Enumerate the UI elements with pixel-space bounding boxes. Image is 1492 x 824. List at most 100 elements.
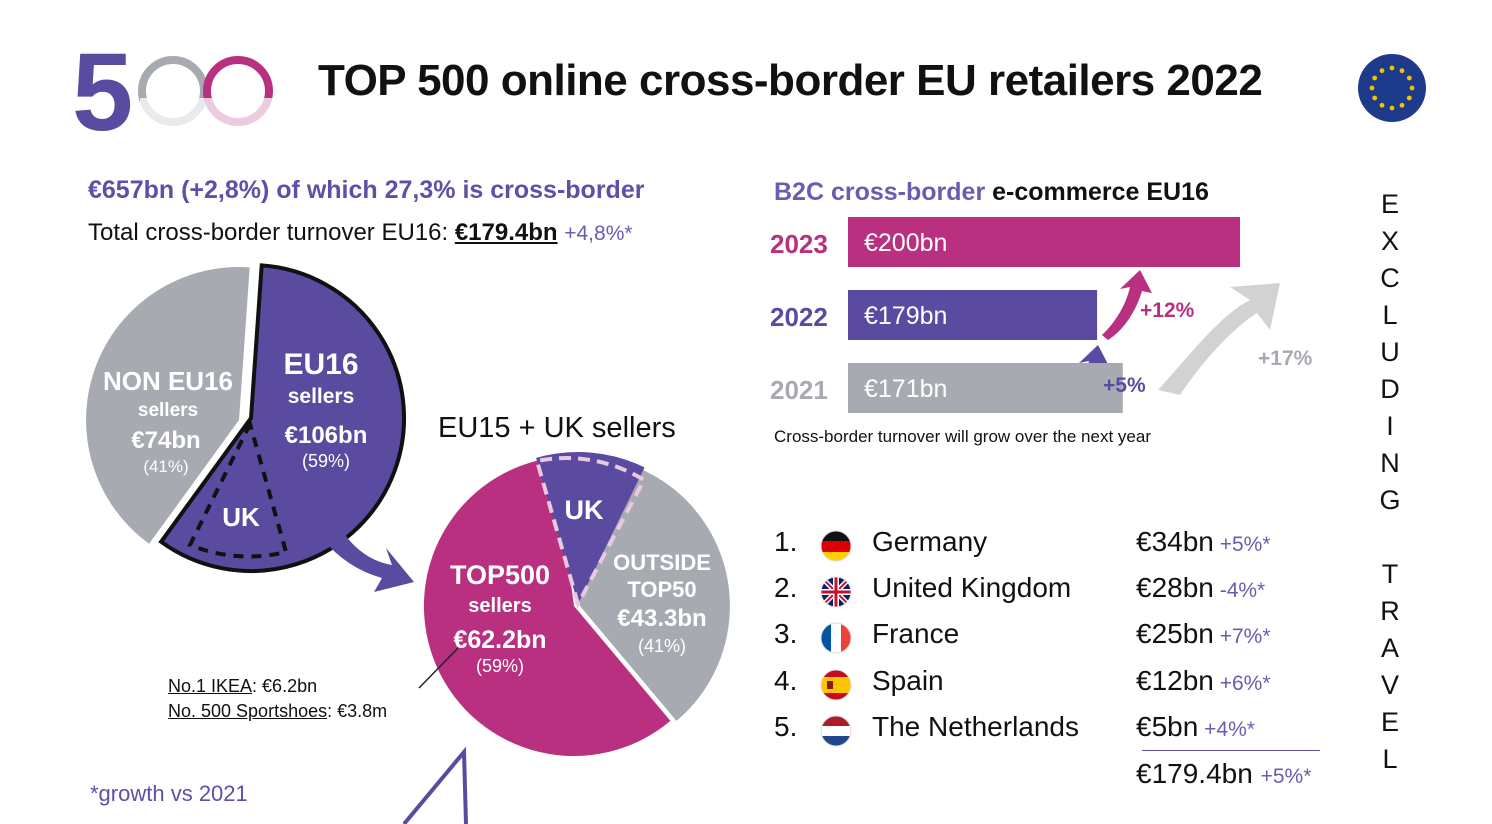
- ranking-number: 4.: [774, 665, 798, 696]
- ranking-country: France: [872, 618, 960, 649]
- spain-flag-icon: [820, 669, 852, 701]
- france-flag-icon: [820, 622, 852, 654]
- growth-footnote: *growth vs 2021: [90, 781, 248, 806]
- ranking-row: 1. Germany €34bn +5%*: [774, 526, 1354, 566]
- pie2-uk-dashed-region: [534, 456, 647, 610]
- ranking-number: 2.: [774, 572, 798, 603]
- vertical-letter: T: [1381, 559, 1399, 589]
- ikea-pointer-line: [418, 647, 459, 689]
- eu-flag-star: [1372, 95, 1378, 101]
- ranking-number: 5.: [774, 711, 798, 742]
- pie2-slice-1-pct: (41%): [638, 636, 686, 656]
- ranking-value: €5bn +4%*: [1136, 711, 1255, 743]
- ranking-row: 3. France €25bn +7%*: [774, 618, 1354, 658]
- pie2-uk-wedge: [536, 452, 645, 604]
- pie1-slice-0-pct: (41%): [143, 457, 188, 476]
- pie2-slice-0-value: €62.2bn: [453, 626, 546, 654]
- eu-flag-icon: [1358, 54, 1426, 122]
- vertical-letter: V: [1380, 670, 1399, 700]
- growth-arrow-12: [1102, 270, 1152, 340]
- growth-label-12: +12%: [1140, 299, 1195, 322]
- eu-flag-star: [1379, 102, 1385, 108]
- pie1-slice-0-label: NON EU16: [103, 366, 233, 396]
- sportshoes-value: : €3.8m: [327, 701, 388, 721]
- sellers-pie-chart: UK NON EU16 sellers €74bn (41%) EU16 sel…: [86, 263, 414, 592]
- ranking-row: 2. United Kingdom €28bn -4%*: [774, 572, 1354, 612]
- ranking-value-growth: +7%*: [1213, 625, 1271, 648]
- ranking-country: The Netherlands: [872, 711, 1080, 742]
- ranking-total-divider: [1142, 750, 1320, 751]
- pie2-slice-top500: [423, 457, 671, 757]
- pie1-slice-eu16: [158, 263, 407, 573]
- pie1-slice-1-value: €106bn: [285, 422, 368, 449]
- top500-logo: 5: [72, 36, 280, 136]
- b2c-year-label: 2023: [770, 229, 828, 259]
- pie2-slice-1-label: OUTSIDE: [613, 550, 711, 575]
- pie1-slice-0-value: €74bn: [131, 427, 200, 454]
- total-turnover-prefix: Total cross-border turnover EU16:: [88, 219, 455, 246]
- pie1-slice-1-label: EU16: [283, 348, 358, 381]
- eu-flag-star: [1379, 68, 1385, 74]
- vertical-letter: X: [1380, 226, 1399, 256]
- b2c-chart-title: B2C cross-border e-commerce EU16: [774, 178, 1209, 207]
- pie-connector-arrow: [322, 525, 414, 592]
- b2c-bar-value-label: €179bn: [864, 302, 947, 330]
- eu-flag-star: [1389, 65, 1395, 71]
- eu15-uk-pie-chart: UK TOP500 sellers €62.2bn (59%) OUTSIDE …: [402, 452, 730, 824]
- ranking-value-amount: €28bn: [1136, 572, 1214, 603]
- b2c-title-part1: B2C cross-border: [774, 178, 986, 206]
- ranking-value: €28bn -4%*: [1136, 572, 1265, 604]
- eu-flag-star: [1372, 75, 1378, 81]
- vertical-letter: U: [1380, 337, 1400, 367]
- growth-label-5: +5%: [1103, 374, 1146, 397]
- sportshoes-row: No. 500 Sportshoes: €3.8m: [168, 699, 387, 724]
- ranking-country: Germany: [872, 526, 988, 557]
- vertical-letter: G: [1379, 485, 1401, 515]
- ranking-value-amount: €12bn: [1136, 665, 1214, 696]
- vertical-letter: A: [1380, 633, 1399, 663]
- ranking-total: €179.4bn +5%*: [1136, 758, 1311, 790]
- germany-flag-icon: [820, 530, 852, 562]
- ranking-value-growth: -4%*: [1213, 579, 1266, 602]
- eu-flag-star: [1409, 85, 1415, 91]
- total-turnover-line: Total cross-border turnover EU16: €179.4…: [88, 219, 633, 247]
- ranking-row: 4. Spain €12bn +6%*: [774, 665, 1354, 705]
- market-subtitle: €657bn (+2,8%) of which 27,3% is cross-b…: [88, 176, 645, 204]
- eu-flag-star: [1406, 95, 1412, 101]
- ranking-total-growth: +5%*: [1260, 765, 1312, 788]
- ranking-value-growth: +5%*: [1213, 533, 1271, 556]
- sportshoes-label: No. 500 Sportshoes: [168, 701, 328, 721]
- eu-flag-star: [1406, 75, 1412, 81]
- page-title: TOP 500 online cross-border EU retailers…: [318, 56, 1263, 105]
- vertical-letter: N: [1380, 448, 1400, 478]
- ranking-value: €25bn +7%*: [1136, 618, 1271, 650]
- eu-flag-star: [1369, 85, 1375, 91]
- pie2-title: EU15 + UK sellers: [438, 412, 676, 444]
- vertical-letter: L: [1382, 744, 1398, 774]
- b2c-year-label: 2021: [770, 375, 828, 405]
- uk-flag-icon: [820, 576, 852, 608]
- ranking-value-amount: €25bn: [1136, 618, 1214, 649]
- ranking-value: €34bn +5%*: [1136, 526, 1271, 558]
- vertical-letter: [1368, 519, 1412, 556]
- vertical-letter: L: [1382, 300, 1398, 330]
- pie1-slice-1-pct: (59%): [302, 451, 350, 471]
- ikea-value: : €6.2bn: [252, 676, 318, 696]
- pie2-slice-1-value: €43.3bn: [617, 605, 706, 632]
- b2c-title-part2: e-commerce EU16: [985, 178, 1209, 206]
- uk-region-dashed: [187, 418, 289, 559]
- eu-flag-star: [1399, 102, 1405, 108]
- pie1-slice-1-sublabel: sellers: [288, 385, 355, 408]
- ranking-value: €12bn +6%*: [1136, 665, 1271, 697]
- ikea-row: No.1 IKEA: €6.2bn: [168, 674, 387, 699]
- ranking-total-value: €179.4bn: [1136, 758, 1253, 789]
- eu-flag-star: [1389, 105, 1395, 111]
- ranking-row: 5. The Netherlands €5bn +4%*: [774, 711, 1354, 751]
- vertical-letter: E: [1380, 189, 1399, 219]
- b2c-bar: [848, 363, 1123, 413]
- ranking-number: 1.: [774, 526, 798, 557]
- pie2-slice-0-sublabel: sellers: [468, 595, 531, 617]
- ranking-country: United Kingdom: [872, 572, 1072, 603]
- bottom-partial-arrow: [402, 746, 468, 824]
